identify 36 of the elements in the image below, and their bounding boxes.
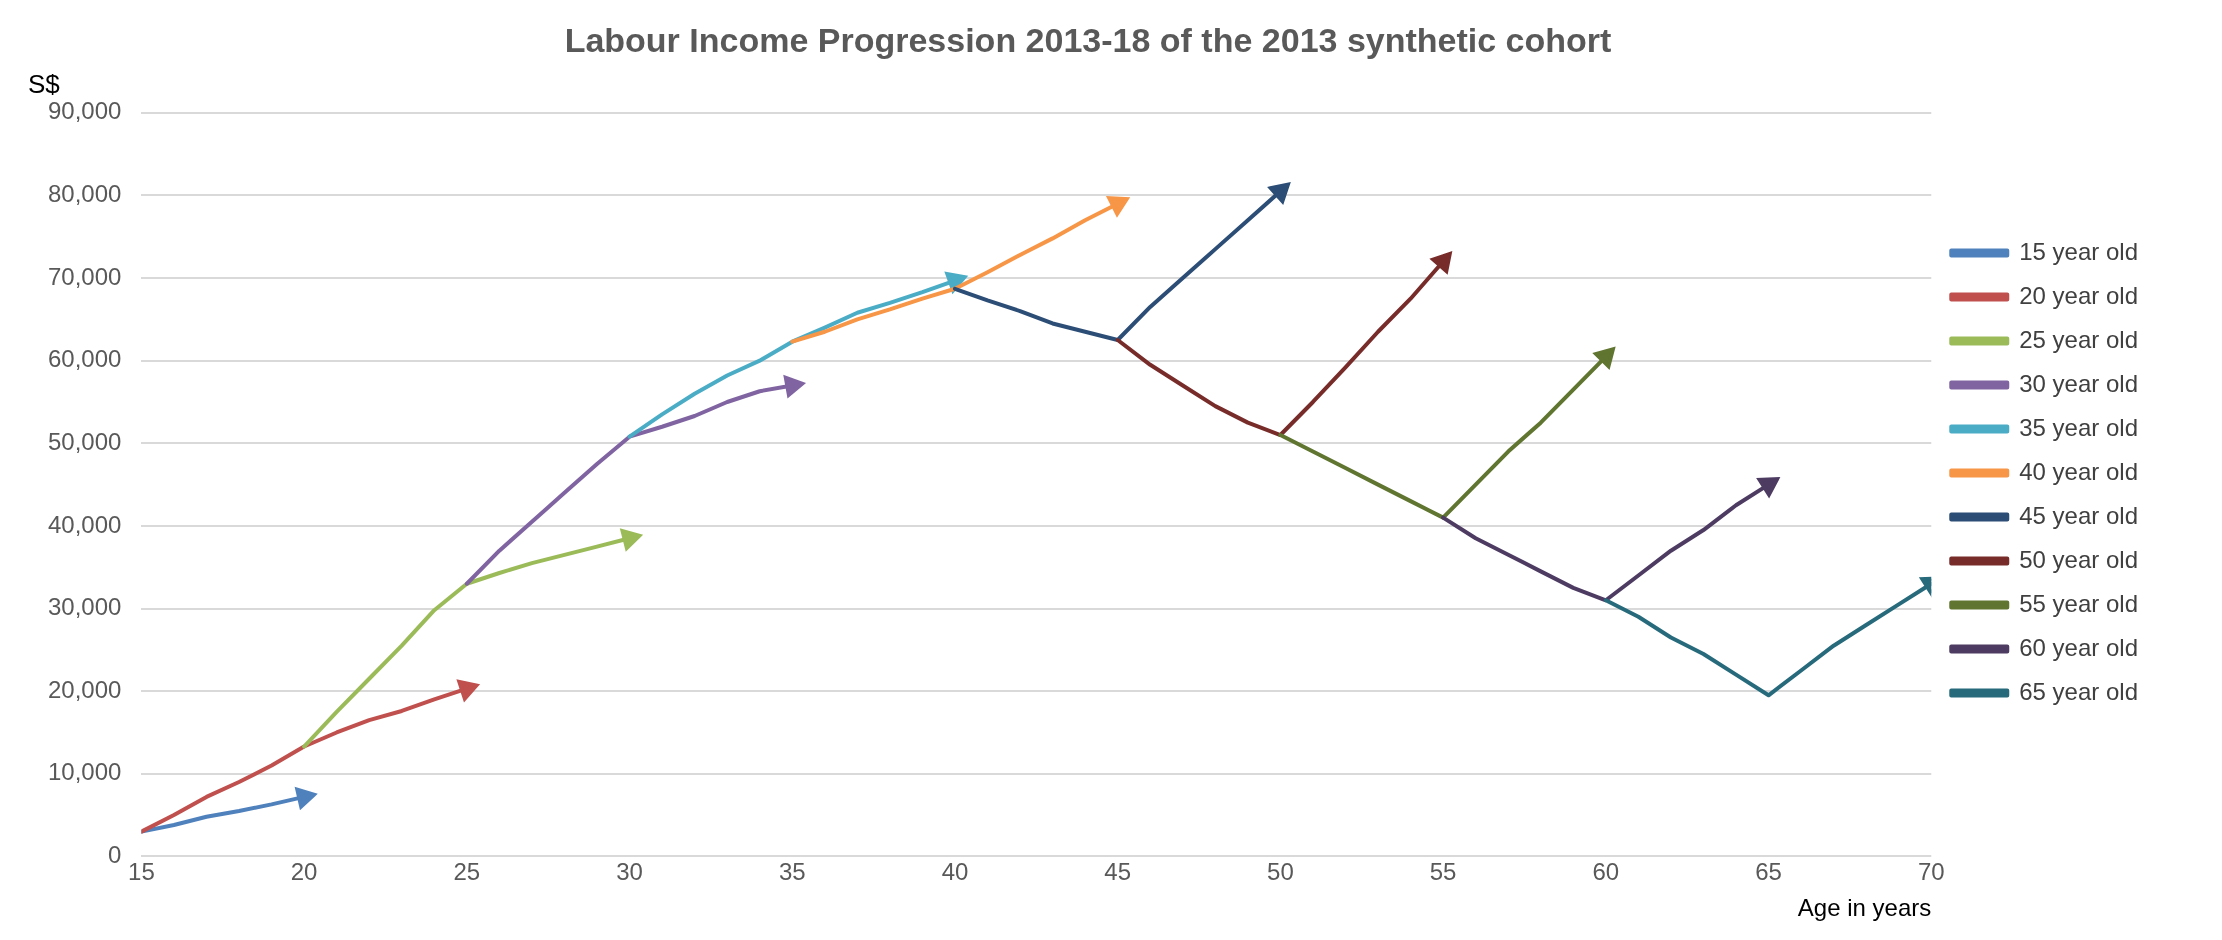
chart-title: Labour Income Progression 2013-18 of the 2013 synthetic cohort (564, 20, 1612, 59)
legend-label: 60 year old (2019, 633, 2138, 661)
y-tick-label: 80,000 (48, 180, 122, 208)
x-tick-label: 15 (128, 858, 155, 886)
x-tick-label: 20 (290, 858, 318, 886)
x-tick-label: 60 (1592, 858, 1620, 886)
y-tick-label: 40,000 (48, 510, 122, 538)
y-tick-label: 20,000 (48, 675, 122, 703)
x-tick-label: 55 (1429, 858, 1457, 886)
legend-label: 15 year old (2019, 237, 2138, 265)
y-tick-label: 50,000 (48, 427, 122, 455)
legend-label: 55 year old (2019, 589, 2138, 617)
legend-label: 20 year old (2019, 281, 2138, 309)
y-tick-label: 0 (108, 841, 122, 869)
x-tick-label: 45 (1104, 858, 1132, 886)
x-tick-label: 35 (778, 858, 806, 886)
y-tick-label: 10,000 (48, 758, 122, 786)
x-tick-label: 40 (941, 858, 969, 886)
legend-label: 45 year old (2019, 501, 2138, 529)
legend-label: 35 year old (2019, 413, 2138, 441)
legend-label: 50 year old (2019, 545, 2138, 573)
legend-label: 25 year old (2019, 325, 2138, 353)
x-tick-label: 70 (1917, 858, 1945, 886)
x-axis-title: Age in years (1797, 894, 1932, 922)
x-tick-label: 65 (1755, 858, 1782, 886)
legend-label: 40 year old (2019, 457, 2138, 485)
y-tick-label: 30,000 (48, 593, 122, 621)
y-tick-label: 90,000 (48, 97, 122, 125)
y-tick-label: 60,000 (48, 345, 122, 373)
legend-label: 65 year old (2019, 677, 2138, 705)
x-tick-label: 30 (616, 858, 643, 886)
y-tick-label: 70,000 (48, 262, 122, 290)
x-tick-label: 50 (1267, 858, 1294, 886)
legend-label: 30 year old (2019, 369, 2138, 397)
y-axis-title: S$ (28, 68, 61, 99)
x-tick-label: 25 (453, 858, 481, 886)
